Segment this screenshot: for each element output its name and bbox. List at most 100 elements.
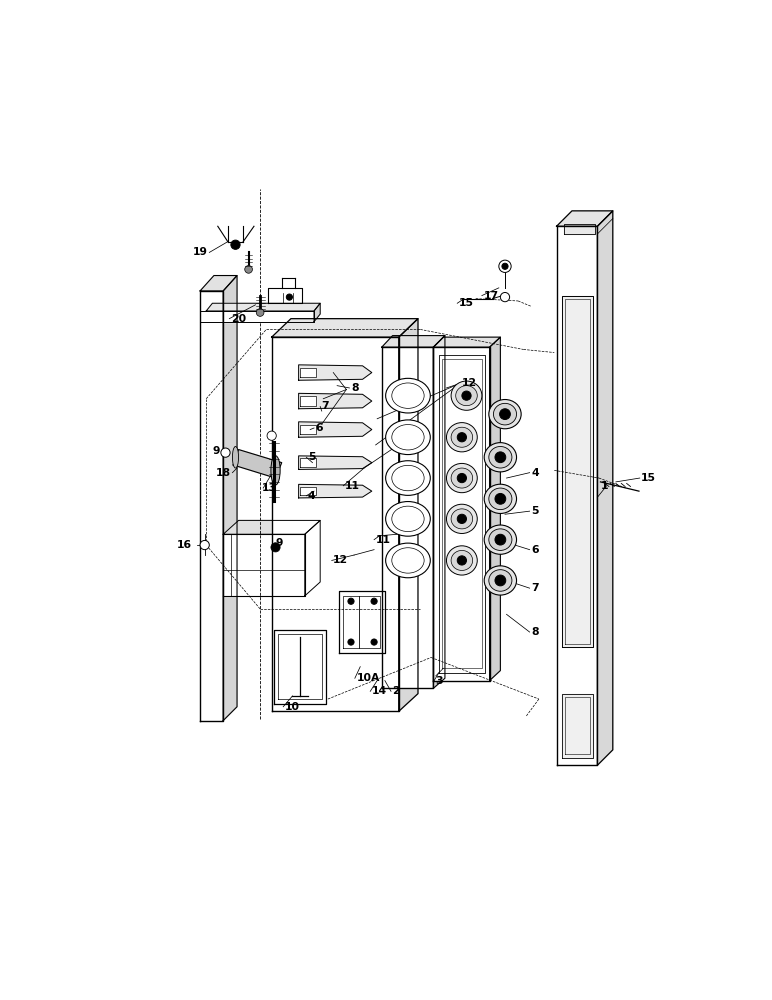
Text: 5: 5: [531, 506, 539, 516]
Ellipse shape: [386, 420, 430, 455]
Polygon shape: [206, 303, 320, 311]
Ellipse shape: [446, 504, 477, 533]
Text: 14: 14: [372, 686, 387, 696]
Circle shape: [371, 639, 378, 645]
Polygon shape: [299, 484, 372, 498]
Ellipse shape: [446, 463, 477, 493]
Text: 4: 4: [308, 491, 316, 501]
Polygon shape: [223, 276, 237, 721]
Text: 12: 12: [334, 555, 348, 565]
Polygon shape: [200, 276, 237, 291]
Polygon shape: [200, 311, 314, 322]
Polygon shape: [300, 487, 316, 495]
Ellipse shape: [489, 488, 512, 510]
Circle shape: [495, 452, 506, 463]
Polygon shape: [272, 319, 418, 337]
Text: 6: 6: [531, 545, 539, 555]
Text: 18: 18: [216, 468, 231, 478]
Ellipse shape: [451, 427, 472, 447]
Ellipse shape: [451, 381, 482, 410]
Polygon shape: [598, 211, 613, 765]
Polygon shape: [398, 319, 418, 711]
Polygon shape: [489, 337, 500, 681]
Text: 7: 7: [531, 583, 539, 593]
Circle shape: [256, 309, 264, 316]
Polygon shape: [344, 596, 381, 648]
Polygon shape: [339, 591, 385, 653]
Text: 9: 9: [212, 446, 220, 456]
Circle shape: [495, 575, 506, 586]
Circle shape: [221, 448, 230, 457]
Circle shape: [457, 473, 466, 483]
Ellipse shape: [451, 550, 472, 570]
Polygon shape: [438, 355, 485, 673]
Ellipse shape: [232, 446, 239, 468]
Polygon shape: [300, 396, 316, 406]
Ellipse shape: [392, 383, 424, 408]
Ellipse shape: [489, 400, 521, 429]
Text: 20: 20: [231, 314, 246, 324]
Polygon shape: [233, 450, 282, 478]
Polygon shape: [200, 291, 223, 721]
Ellipse shape: [484, 443, 516, 472]
Polygon shape: [299, 422, 372, 437]
Circle shape: [462, 391, 471, 400]
Text: 5: 5: [308, 452, 316, 462]
Circle shape: [457, 514, 466, 523]
Ellipse shape: [392, 465, 424, 491]
Ellipse shape: [489, 446, 512, 468]
Polygon shape: [300, 425, 316, 434]
Ellipse shape: [455, 386, 477, 406]
Ellipse shape: [484, 566, 516, 595]
Ellipse shape: [386, 378, 430, 413]
Circle shape: [495, 493, 506, 504]
Ellipse shape: [484, 525, 516, 554]
Text: 12: 12: [462, 378, 477, 388]
Text: 19: 19: [193, 247, 208, 257]
Circle shape: [348, 598, 354, 604]
Polygon shape: [268, 288, 303, 303]
Text: 3: 3: [435, 676, 443, 686]
Polygon shape: [557, 226, 598, 765]
Polygon shape: [565, 697, 590, 754]
Text: 15: 15: [642, 473, 656, 483]
Polygon shape: [382, 347, 433, 688]
Ellipse shape: [386, 502, 430, 536]
Polygon shape: [433, 337, 500, 347]
Text: 7: 7: [322, 401, 330, 411]
Circle shape: [267, 431, 276, 440]
Polygon shape: [565, 299, 590, 644]
Circle shape: [245, 266, 252, 273]
Polygon shape: [382, 336, 445, 347]
Polygon shape: [299, 393, 372, 409]
Circle shape: [502, 263, 508, 269]
Text: 15: 15: [459, 298, 474, 308]
Ellipse shape: [489, 570, 512, 591]
Circle shape: [271, 543, 280, 552]
Circle shape: [348, 639, 354, 645]
Text: 10: 10: [285, 702, 300, 712]
Circle shape: [457, 556, 466, 565]
Ellipse shape: [392, 425, 424, 450]
Circle shape: [499, 260, 511, 272]
Text: 1: 1: [601, 481, 608, 491]
Polygon shape: [278, 634, 322, 699]
Polygon shape: [274, 630, 326, 704]
Polygon shape: [433, 347, 489, 681]
Ellipse shape: [446, 546, 477, 575]
Text: 4: 4: [531, 468, 539, 478]
Polygon shape: [314, 303, 320, 322]
Polygon shape: [564, 224, 595, 234]
Polygon shape: [562, 694, 593, 758]
Polygon shape: [562, 296, 593, 647]
Polygon shape: [272, 337, 398, 711]
Ellipse shape: [386, 461, 430, 495]
Circle shape: [231, 240, 240, 249]
Text: 17: 17: [483, 291, 499, 301]
Circle shape: [500, 292, 510, 302]
Text: 11: 11: [345, 481, 360, 491]
Ellipse shape: [451, 468, 472, 488]
Ellipse shape: [392, 548, 424, 573]
Polygon shape: [299, 456, 372, 469]
Text: 13: 13: [262, 483, 277, 493]
